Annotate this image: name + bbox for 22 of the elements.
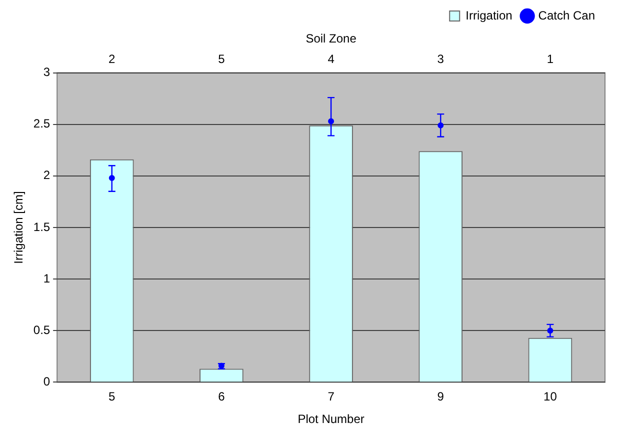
y-tick-label: 2: [43, 168, 50, 182]
text: 5: [218, 52, 226, 66]
x-axis-title: Plot Number: [298, 412, 364, 426]
x2-axis-title: Soil Zone: [306, 32, 357, 46]
legend-label: Catch Can: [538, 8, 596, 22]
y-axis-title: Irrigation [cm]: [12, 191, 26, 264]
y-tick-label: 0.5: [33, 322, 50, 337]
x-tick-label: 9: [437, 390, 444, 404]
text: 1: [546, 52, 554, 66]
y-tick-label: 2.5: [33, 116, 50, 131]
x-tick-label: 10: [544, 390, 558, 404]
x-tick-label: 6: [218, 390, 226, 404]
y-tick-label: 1.5: [33, 220, 50, 234]
y-tick-label: 0: [43, 374, 50, 389]
x-tick-label: 5: [108, 390, 116, 404]
text: 3: [437, 52, 444, 66]
text: 4: [328, 52, 335, 66]
y-tick-label: 1: [43, 271, 50, 286]
legend-label: Irrigation: [466, 8, 512, 22]
text: 2: [108, 52, 116, 66]
x-tick-label: 7: [328, 390, 335, 404]
y-tick-label: 3: [43, 65, 50, 80]
